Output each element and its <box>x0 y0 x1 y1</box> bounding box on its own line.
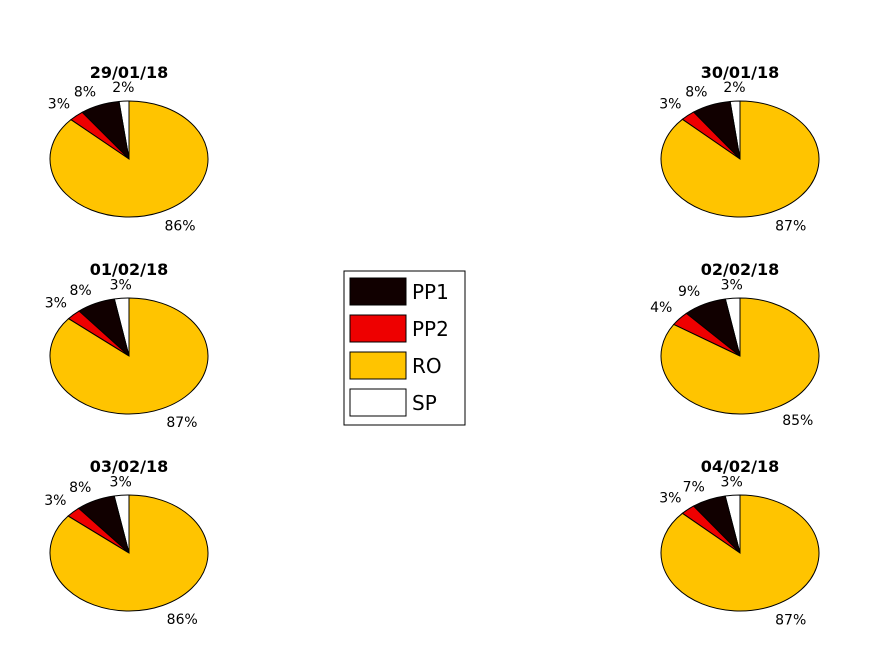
pie-title: 29/01/18 <box>90 63 168 82</box>
pie-label-sp: 3% <box>721 277 743 293</box>
legend-swatch-pp1 <box>349 277 407 306</box>
pie-label-ro: 86% <box>164 219 195 235</box>
pie-title: 03/02/18 <box>90 457 168 476</box>
legend-swatch-ro <box>349 351 407 380</box>
pie-label-ro: 87% <box>775 613 806 629</box>
pie-3: 3%8%3%87%01/02/18 <box>45 260 209 431</box>
pie-label-ro: 86% <box>167 612 198 628</box>
pie-label-pp1: 8% <box>74 85 96 101</box>
pie-title: 01/02/18 <box>90 260 168 279</box>
pie-1: 2% 8%3% 86% 29/01/18 <box>48 63 209 235</box>
pie-label-pp1: 8% <box>69 480 91 496</box>
pie-label-pp1: 9% <box>678 284 700 300</box>
legend-label-ro: RO <box>412 354 442 378</box>
legend-swatch-pp2 <box>349 314 407 343</box>
pie-label-pp1: 7% <box>683 479 705 495</box>
pie-label-sp: 3% <box>110 277 132 293</box>
pie-label-pp2: 3% <box>48 97 70 113</box>
legend-label-sp: SP <box>412 391 437 415</box>
legend-label-pp1: PP1 <box>412 280 449 304</box>
pie-label-ro: 87% <box>775 219 806 235</box>
pie-title: 04/02/18 <box>701 457 779 476</box>
pie-slice-ro <box>49 494 209 612</box>
pie-label-pp2: 4% <box>650 300 672 316</box>
pies-layer: 2%8%3%86%29/01/182%8%3%87%30/01/183%8%3%… <box>44 63 820 629</box>
pie-4: 3% 9% 4% 85% 02/02/18 <box>650 260 820 429</box>
pie-label-pp2: 3% <box>44 493 66 509</box>
pie-title: 02/02/18 <box>701 260 779 279</box>
pie-label-sp: 3% <box>721 474 743 490</box>
pie-label-pp1: 8% <box>685 85 707 101</box>
pie-label-pp2: 3% <box>659 490 681 506</box>
pie-slice-ro <box>660 494 820 612</box>
pie-slice-ro <box>49 297 209 415</box>
pie-2: 2% 8%3% 87% 30/01/18 <box>659 63 820 235</box>
pie-slice-ro <box>49 100 209 218</box>
pie-label-ro: 85% <box>782 413 813 429</box>
pie-label-pp2: 3% <box>659 96 681 112</box>
pie-5: 3%8%3%86%03/02/18 <box>44 457 209 628</box>
pie-slice-ro <box>660 100 820 218</box>
legend-swatch-sp <box>349 388 407 417</box>
pie-label-sp: 3% <box>110 474 132 490</box>
pie-label-ro: 87% <box>166 415 197 431</box>
pie-slice-ro <box>660 297 820 415</box>
pie-label-pp2: 3% <box>45 296 67 312</box>
pie-title: 30/01/18 <box>701 63 779 82</box>
pie-label-pp1: 8% <box>69 283 91 299</box>
legend-label-pp2: PP2 <box>412 317 449 341</box>
legend: PP1 PP2 RO SP <box>343 270 466 426</box>
pie-6: 3%7%3%87%04/02/18 <box>659 457 820 629</box>
pie-label-sp: 2% <box>723 80 745 96</box>
pie-label-sp: 2% <box>112 80 134 96</box>
